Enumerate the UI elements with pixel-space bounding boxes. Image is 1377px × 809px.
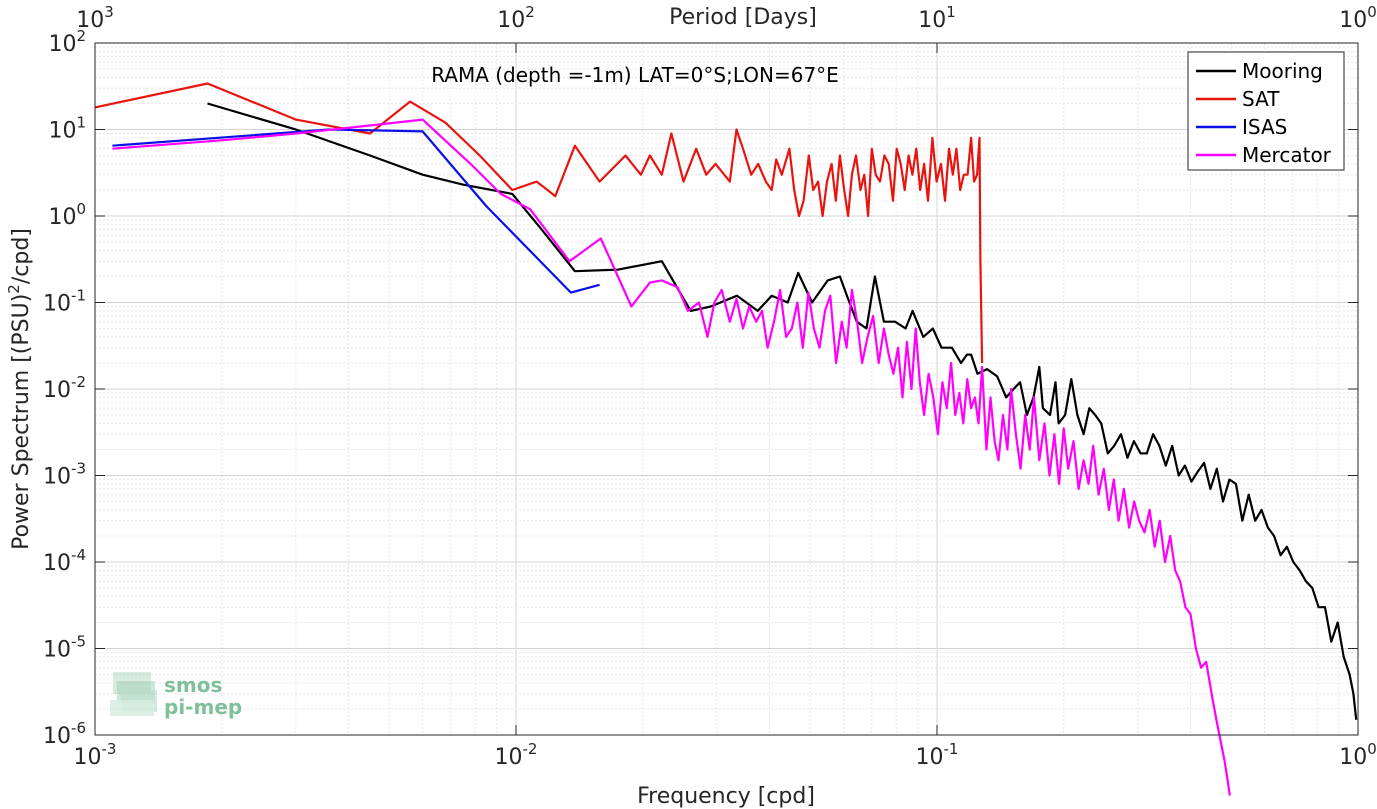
series-line-mooring [207,102,1358,720]
y-tick-label: 10-6 [43,719,86,749]
x-tick-label: 10-2 [495,740,538,770]
y-axis-label-main: Power Spectrum [(PSU) [9,294,34,550]
x-tick-label: 10-1 [916,740,959,770]
series-line-isas [112,128,600,294]
x-tick-label: 100 [1339,740,1377,770]
chart-title: RAMA (depth =-1m) LAT=0°S;LON=67°E [431,63,839,87]
top-tick-label: 102 [497,3,535,33]
smos-pi-mep-logo: smos pi-mep [110,672,242,719]
top-axis-label: Period [Days] [669,5,817,30]
logo-line-1: smos [164,673,222,697]
legend: Mooring SAT ISAS Mercator [1187,51,1345,171]
y-tick-label: 10-2 [43,373,86,403]
y-axis-label: Power Spectrum [(PSU)2/cpd] [5,228,34,550]
top-tick-label: 103 [76,3,114,33]
y-tick-label: 10-4 [43,546,86,576]
x-tick-label: 10-3 [74,740,117,770]
series-layer [94,82,1358,796]
y-tick-label: 10-1 [43,287,86,317]
y-tick-label: 101 [48,114,86,144]
logo-line-2: pi-mep [164,695,242,719]
series-line-mercator [112,118,1231,796]
y-tick-label: 102 [48,27,86,57]
legend-label-sat: SAT [1242,87,1280,111]
y-tick-label: 100 [48,200,86,230]
y-axis-label-tail: /cpd] [9,228,34,284]
x-axis-label: Frequency [cpd] [637,784,815,809]
axis-ticks [94,42,1359,736]
logo-icon [110,672,157,716]
top-tick-label: 101 [918,3,956,33]
y-axis-label-sup: 2 [5,284,23,294]
y-tick-label: 10-3 [43,460,86,490]
top-tick-label: 100 [1339,3,1377,33]
series-line-sat [94,82,984,364]
legend-label-isas: ISAS [1242,115,1287,139]
legend-label-mooring: Mooring [1242,59,1323,83]
legend-label-mercator: Mercator [1242,143,1332,167]
y-tick-label: 10-5 [43,633,86,663]
